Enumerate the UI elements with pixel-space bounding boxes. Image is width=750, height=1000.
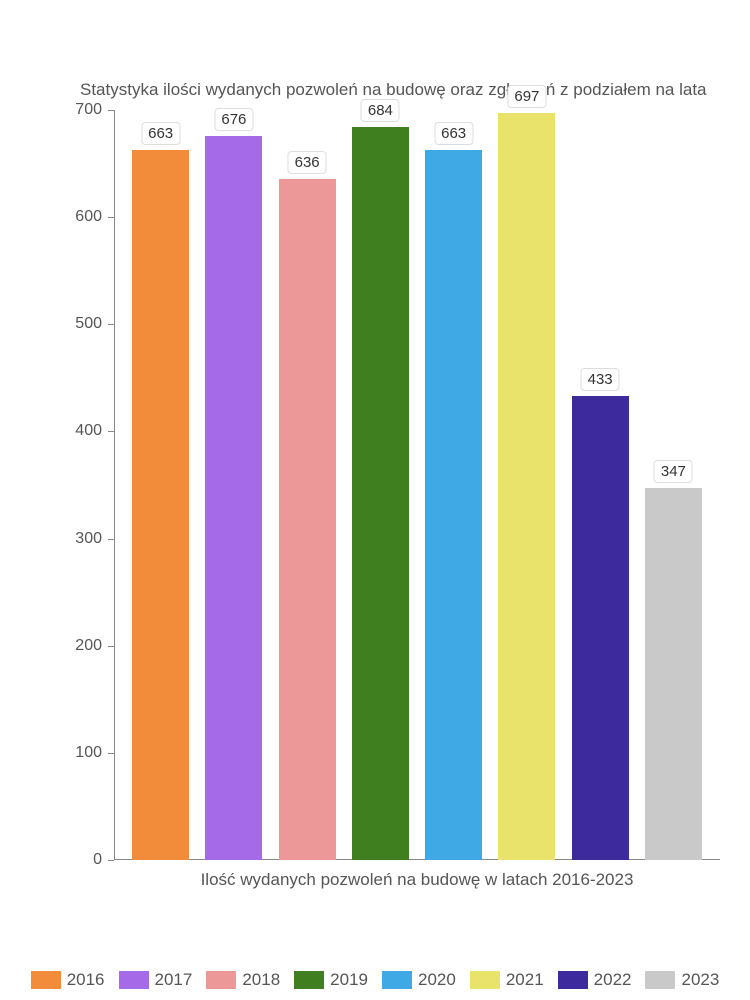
legend-label: 2022	[594, 970, 632, 990]
bar-2018: 636	[279, 179, 336, 860]
y-tick-label: 400	[75, 422, 102, 440]
y-tick-label: 300	[75, 530, 102, 548]
bar-slot: 663	[124, 110, 197, 860]
y-tick-label: 700	[75, 101, 102, 119]
bar-slot: 663	[417, 110, 490, 860]
legend-swatch	[645, 971, 675, 989]
y-tick-label: 0	[93, 851, 102, 869]
chart-container: Statystyka ilości wydanych pozwoleń na b…	[30, 80, 720, 950]
legend-item-2017: 2017	[119, 970, 193, 990]
y-tick-label: 200	[75, 637, 102, 655]
legend-swatch	[294, 971, 324, 989]
x-axis-label: Ilość wydanych pozwoleń na budowę w lata…	[114, 870, 720, 890]
bar-slot: 433	[564, 110, 637, 860]
legend-item-2019: 2019	[294, 970, 368, 990]
bar-value-label: 684	[361, 99, 400, 122]
y-axis: 0100200300400500600700	[30, 110, 110, 890]
legend-label: 2017	[155, 970, 193, 990]
y-tick-label: 100	[75, 744, 102, 762]
chart-title: Statystyka ilości wydanych pozwoleń na b…	[30, 80, 720, 100]
bar-2017: 676	[205, 136, 262, 860]
bars-area: 663 676 636 684 663 697 433 347	[114, 110, 720, 860]
bar-2019: 684	[352, 127, 409, 860]
legend-swatch	[119, 971, 149, 989]
y-tick-label: 600	[75, 208, 102, 226]
legend-swatch	[382, 971, 412, 989]
legend-label: 2018	[242, 970, 280, 990]
bar-slot: 697	[490, 110, 563, 860]
legend-item-2023: 2023	[645, 970, 719, 990]
legend-swatch	[31, 971, 61, 989]
bar-2016: 663	[132, 150, 189, 860]
bar-value-label: 433	[581, 368, 620, 391]
bar-2022: 433	[572, 396, 629, 860]
legend-item-2021: 2021	[470, 970, 544, 990]
bar-slot: 676	[197, 110, 270, 860]
legend-item-2016: 2016	[31, 970, 105, 990]
legend-item-2018: 2018	[206, 970, 280, 990]
bar-2020: 663	[425, 150, 482, 860]
bar-value-label: 347	[654, 460, 693, 483]
plot-area: 0100200300400500600700 66367663668466369…	[30, 110, 720, 890]
legend-label: 2023	[681, 970, 719, 990]
legend-swatch	[470, 971, 500, 989]
legend-label: 2019	[330, 970, 368, 990]
bar-value-label: 663	[141, 122, 180, 145]
y-tick-mark	[108, 860, 114, 861]
y-tick-label: 500	[75, 315, 102, 333]
bar-2023: 347	[645, 488, 702, 860]
bar-value-label: 636	[288, 151, 327, 174]
bar-slot: 684	[344, 110, 417, 860]
legend-item-2020: 2020	[382, 970, 456, 990]
legend-swatch	[558, 971, 588, 989]
legend-label: 2020	[418, 970, 456, 990]
legend: 2016 2017 2018 2019 2020 2021 2022 2023	[30, 970, 720, 990]
bar-2021: 697	[498, 113, 555, 860]
bar-slot: 347	[637, 110, 710, 860]
bar-value-label: 663	[434, 122, 473, 145]
bar-slot: 636	[271, 110, 344, 860]
legend-label: 2021	[506, 970, 544, 990]
legend-label: 2016	[67, 970, 105, 990]
bar-value-label: 697	[507, 85, 546, 108]
bar-value-label: 676	[214, 108, 253, 131]
legend-item-2022: 2022	[558, 970, 632, 990]
legend-swatch	[206, 971, 236, 989]
